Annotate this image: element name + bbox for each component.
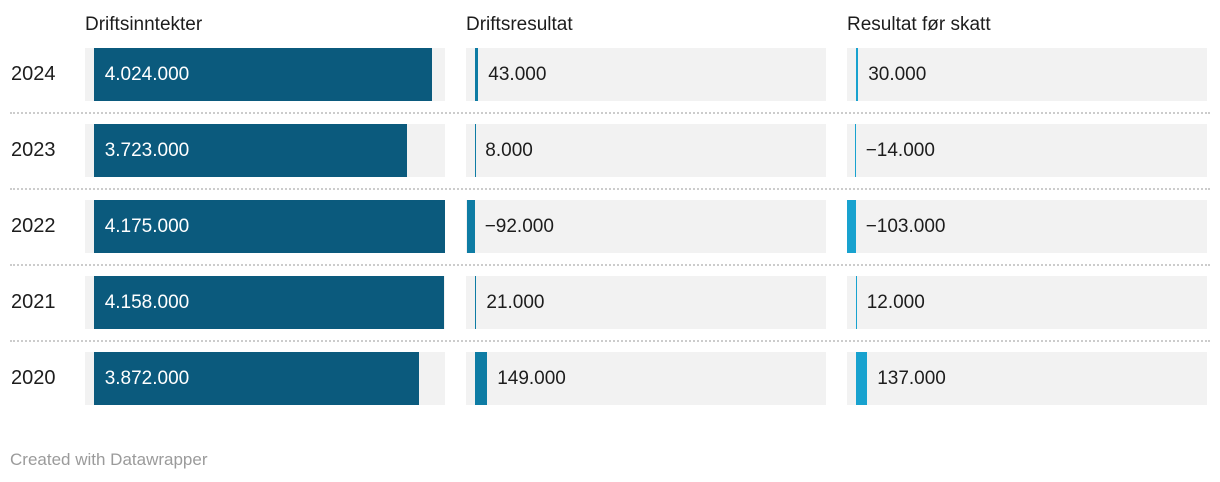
value-label: 43.000: [488, 63, 547, 85]
table-row: 2023 3.723.000 8.000 −14.000: [0, 124, 1220, 177]
row-year-label: 2023: [11, 139, 56, 161]
row-separator: [10, 253, 1210, 276]
bar: [854, 124, 856, 177]
year-column-spacer: [0, 14, 64, 36]
bar: [93, 352, 420, 405]
bar-cell: 4.175.000: [85, 200, 445, 253]
bar-cell: 12.000: [847, 276, 1207, 329]
bar: [466, 200, 475, 253]
bar-cell: 4.158.000: [85, 276, 445, 329]
bar: [847, 200, 856, 253]
bar: [474, 276, 477, 329]
bar: [855, 276, 858, 329]
row-separator: [10, 101, 1210, 124]
value-label: 137.000: [877, 367, 946, 389]
datawrapper-attribution: Created with Datawrapper: [0, 450, 1220, 470]
column-header-driftsinntekter: Driftsinntekter: [85, 14, 203, 35]
bar: [93, 276, 444, 329]
value-label: −92.000: [484, 215, 554, 237]
value-label: 12.000: [866, 291, 925, 313]
bar: [855, 352, 868, 405]
value-label: −103.000: [865, 215, 946, 237]
row-year-label: 2022: [11, 215, 56, 237]
bar: [93, 124, 407, 177]
bar: [93, 48, 433, 101]
row-separator-line: [10, 339, 1210, 342]
table-row: 2024 4.024.000 43.000 30.000: [0, 48, 1220, 101]
attribution-text: Created with: [10, 450, 111, 469]
bar-cell: 149.000: [466, 352, 826, 405]
value-label: −14.000: [865, 139, 935, 161]
row-year-label: 2020: [11, 367, 56, 389]
bar-cell: 3.872.000: [85, 352, 445, 405]
bar-cell: 3.723.000: [85, 124, 445, 177]
row-separator: [10, 329, 1210, 352]
value-label: 4.024.000: [104, 63, 190, 85]
value-label: 30.000: [868, 63, 927, 85]
bar: [93, 200, 445, 253]
column-header-row: Driftsinntekter Driftsresultat Resultat …: [0, 14, 1220, 36]
table-row: 2021 4.158.000 21.000 12.000: [0, 276, 1220, 329]
table-row: 2022 4.175.000 −92.000 −103.000: [0, 200, 1220, 253]
table-row: 2020 3.872.000 149.000 137.000: [0, 352, 1220, 405]
row-year-label: 2021: [11, 291, 56, 313]
bar: [474, 48, 479, 101]
bar: [474, 352, 488, 405]
value-label: 3.872.000: [104, 367, 190, 389]
value-label: 3.723.000: [104, 139, 190, 161]
column-header-resultat-foer-skatt: Resultat før skatt: [847, 14, 991, 35]
bar-cell: 8.000: [466, 124, 826, 177]
bar-cell: 137.000: [847, 352, 1207, 405]
bar-cell: 30.000: [847, 48, 1207, 101]
bar-cell: 4.024.000: [85, 48, 445, 101]
bar-cell: −103.000: [847, 200, 1207, 253]
value-label: 21.000: [486, 291, 545, 313]
value-label: 4.175.000: [104, 215, 190, 237]
bar: [474, 124, 477, 177]
column-header-driftsresultat: Driftsresultat: [466, 14, 573, 35]
bar-cell: 21.000: [466, 276, 826, 329]
bar-cell: 43.000: [466, 48, 826, 101]
value-label: 4.158.000: [104, 291, 190, 313]
row-separator-line: [10, 111, 1210, 114]
value-label: 8.000: [485, 139, 533, 161]
row-separator: [10, 177, 1210, 200]
row-year-label: 2024: [11, 63, 56, 85]
row-separator-line: [10, 263, 1210, 266]
table-body: 2024 4.024.000 43.000 30.000 2023 3.723.00…: [0, 48, 1220, 405]
row-separator-line: [10, 187, 1210, 190]
datawrapper-link[interactable]: Datawrapper: [110, 450, 208, 469]
bar-cell: −14.000: [847, 124, 1207, 177]
value-label: 149.000: [497, 367, 566, 389]
bar: [855, 48, 859, 101]
bar-cell: −92.000: [466, 200, 826, 253]
